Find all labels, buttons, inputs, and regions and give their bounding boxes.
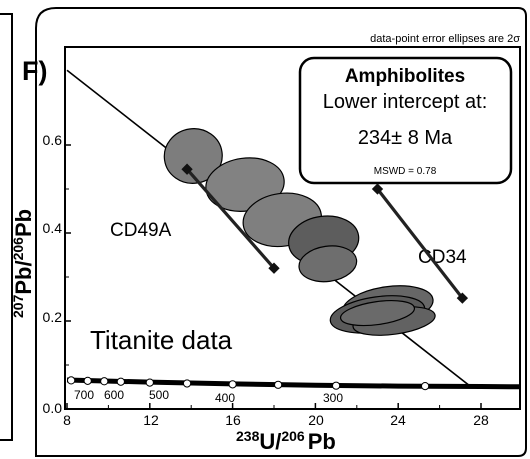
y-tick-label: 0.2 [43,309,63,325]
plot-area [64,46,521,410]
concordia-age-400: 400 [215,391,235,405]
info-box-border [298,56,513,185]
concordia-age-point [182,379,192,388]
group-label-cd34: CD34 [418,247,467,268]
group-label-cd49a: CD49A [110,220,172,241]
group-bar-cap [456,292,469,304]
x-tick-label: 8 [63,412,71,428]
y-tick-labels: 0.0 0.2 0.4 0.6 [43,132,63,416]
y-label-main: Pb/ [11,260,36,294]
left-frame-edge [0,13,13,441]
data-caption: Titanite data [90,325,233,355]
y-axis-label: 207Pb/206Pb [10,209,36,318]
x-label-main: Pb [308,429,336,454]
info-box-age: 234± 8 Ma [358,127,453,149]
concordia-age-point [145,378,154,387]
frame-border [35,7,527,457]
info-box-mswd: MSWD = 0.78 [374,166,437,177]
panel-label: F) [22,56,47,86]
x-tick-labels: 8 12 16 20 24 28 [63,412,489,428]
concordia-age-500: 500 [149,388,169,402]
group-bar-cap [268,262,280,274]
y-tick-label: 0.0 [43,400,63,416]
concordia-age-point [67,376,76,385]
concordia-age-700: 700 [74,388,94,402]
group-bar-cap [371,183,384,195]
concordia-age-point [116,377,125,386]
concordia-age-point [332,381,341,390]
x-tick-label: 24 [390,412,406,428]
y-label-main: Pb [11,209,36,237]
concordia-age-point [421,382,430,391]
x-tick-label: 20 [308,412,324,428]
x-label-superscript: 238 [236,428,260,444]
x-label-main: U/ [259,429,281,454]
x-tick-label: 16 [225,412,241,428]
concordia-age-300: 300 [323,391,343,405]
y-tick-label: 0.6 [43,132,63,148]
y-label-superscript: 207 [10,294,26,318]
info-box: Amphibolites Lower intercept at: 234± 8 … [298,56,513,185]
error-ellipse [339,300,416,327]
x-tick-label: 28 [473,412,489,428]
info-box-title: Amphibolites [345,66,465,87]
error-ellipse [298,245,358,283]
x-label-superscript: 206 [281,428,305,444]
concordia-age-point [100,377,109,386]
info-box-intercept-label: Lower intercept at: [323,91,488,113]
error-note: data-point error ellipses are 2σ [370,33,520,45]
concordia-curve [66,377,520,390]
y-tick-label: 0.4 [43,220,63,236]
group-bar-cd34 [376,188,464,300]
concordia-age-point [228,380,237,389]
group-bar-cd49a [185,168,276,270]
group-bar-cap [181,163,193,175]
y-label-superscript: 206 [10,237,26,261]
x-tick-label: 12 [143,412,159,428]
concordia-age-point [83,376,92,385]
concordia-age-600: 600 [104,388,124,402]
concordia-age-point [274,380,283,389]
plot-content [66,69,520,391]
x-axis-label: 238U/206 Pb [236,428,336,454]
